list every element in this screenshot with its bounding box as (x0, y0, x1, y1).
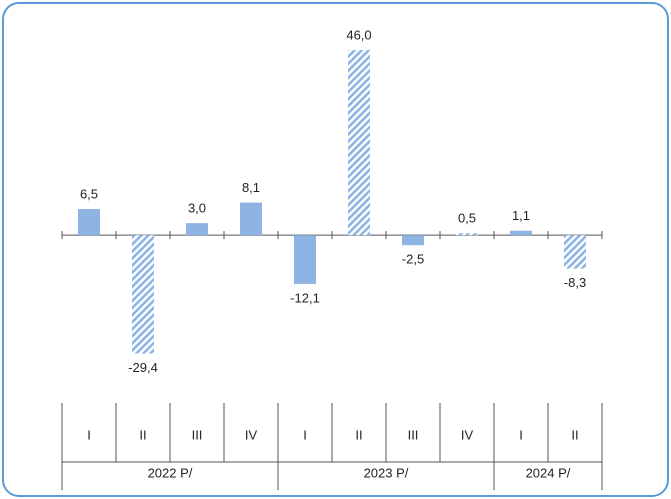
x-tick-label: II (571, 427, 578, 442)
data-label: -8,3 (564, 275, 586, 290)
data-label: -29,4 (128, 360, 158, 375)
x-tick-label: I (303, 427, 307, 442)
bar (348, 50, 370, 236)
bar (186, 223, 208, 236)
data-label: 46,0 (346, 28, 371, 43)
bar (132, 235, 154, 354)
bar (456, 233, 478, 236)
bar (564, 235, 586, 269)
x-tick-label: IV (245, 427, 258, 442)
group-label: 2023 P/ (364, 465, 409, 480)
data-label: 1,1 (512, 208, 530, 223)
data-label: 3,0 (188, 201, 206, 216)
bar (510, 230, 532, 236)
x-tick-label: III (408, 427, 419, 442)
group-label: 2022 P/ (148, 465, 193, 480)
x-tick-label: I (519, 427, 523, 442)
group-label: 2024 P/ (526, 465, 571, 480)
data-label: -12,1 (290, 290, 320, 305)
bar (294, 235, 316, 284)
bar (240, 202, 262, 236)
bar (402, 235, 424, 246)
data-label: 6,5 (80, 186, 98, 201)
x-tick-label: IV (461, 427, 474, 442)
data-label: 0,5 (458, 211, 476, 226)
x-tick-label: II (355, 427, 362, 442)
data-label: -2,5 (402, 252, 424, 267)
x-tick-label: III (192, 427, 203, 442)
bar (78, 209, 100, 236)
x-tick-label: II (139, 427, 146, 442)
x-tick-label: I (87, 427, 91, 442)
data-label: 8,1 (242, 180, 260, 195)
